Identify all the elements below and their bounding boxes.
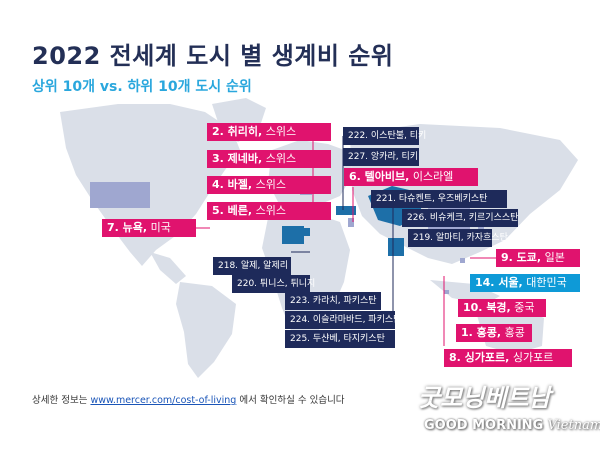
city-label-ankara: 227. 앙카라, 티키 xyxy=(343,148,419,166)
city-label-almaty: 219. 알마티, 카자흐스탄 xyxy=(408,229,508,247)
page-subtitle: 상위 10개 vs. 하위 10개 도시 순위 xyxy=(32,79,252,95)
city-label-zurich: 2. 취리히, 스위스 xyxy=(207,123,331,141)
city-country: 대한민국 xyxy=(522,276,567,289)
city-name: 1. 홍콩, xyxy=(461,326,502,339)
source-note: 상세한 정보는 www.mercer.com/cost-of-living 에서… xyxy=(32,392,345,406)
city-label-istanbul: 222. 이스탄불, 티키 xyxy=(343,127,426,145)
page-title: 2022 전세계 도시 별 생계비 순위 xyxy=(32,42,394,70)
city-name: 5. 베른, xyxy=(212,204,253,217)
algeria-highlight xyxy=(282,226,304,244)
city-name: 2. 취리히, xyxy=(212,125,263,138)
city-label-basel: 4. 바젤, 스위스 xyxy=(207,176,331,194)
city-label-bern: 5. 베른, 스위스 xyxy=(207,202,331,220)
south-america-landmass xyxy=(176,282,236,378)
watermark-brand-script: Vietnam xyxy=(543,418,600,433)
source-note-prefix: 상세한 정보는 xyxy=(32,395,91,406)
city-label-dushanbe: 225. 두샨베, 타지키스탄 xyxy=(285,330,395,348)
city-name: 3. 제네바, xyxy=(212,152,263,165)
city-label-singapore: 8. 싱가포르, 싱가포르 xyxy=(444,349,572,367)
city-name: 4. 바젤, xyxy=(212,178,253,191)
pakistan-highlight xyxy=(388,238,404,256)
city-name: 14. 서울, xyxy=(475,276,523,289)
city-label-bishkek: 226. 비슈케크, 키르기스스탄 xyxy=(402,209,518,227)
city-label-newyork: 7. 뉴욕, 미국 xyxy=(102,219,196,237)
city-country: 스위스 xyxy=(262,152,297,165)
city-label-hongkong: 1. 홍콩, 홍콩 xyxy=(456,324,532,342)
city-name: 7. 뉴욕, xyxy=(107,221,148,234)
city-label-tokyo: 9. 도쿄, 일본 xyxy=(496,249,580,267)
city-name: 9. 도쿄, xyxy=(501,251,542,264)
city-country: 스위스 xyxy=(262,125,297,138)
source-link[interactable]: www.mercer.com/cost-of-living xyxy=(90,395,237,406)
city-label-tashkent: 221. 타슈켄트, 우즈베키스탄 xyxy=(371,190,507,208)
city-country: 미국 xyxy=(147,221,171,234)
city-label-tunis: 220. 튀니스, 튀니지 xyxy=(232,275,315,293)
city-name: 8. 싱가포르, xyxy=(449,351,510,364)
city-label-beijing: 10. 북경, 중국 xyxy=(458,299,546,317)
city-label-telaviv: 6. 텔아비브, 이스라엘 xyxy=(344,168,478,186)
watermark-brand-text: GOOD MORNING xyxy=(424,418,544,433)
city-label-islamabad: 224. 이슬라마바드, 파키스탄 xyxy=(285,311,401,329)
tunisia-highlight xyxy=(304,228,310,236)
city-label-algiers: 218. 알제, 알제리 xyxy=(213,257,291,275)
city-country: 홍콩 xyxy=(501,326,525,339)
city-country: 일본 xyxy=(541,251,565,264)
central-america-landmass xyxy=(150,252,186,284)
turkey-highlight xyxy=(336,206,356,215)
watermark-script: 굿모닝베트남 xyxy=(418,383,551,412)
city-label-seoul: 14. 서울, 대한민국 xyxy=(470,274,580,292)
city-country: 이스라엘 xyxy=(409,170,454,183)
city-country: 스위스 xyxy=(252,204,286,217)
city-name: 6. 텔아비브, xyxy=(349,170,410,183)
city-country: 싱가포르 xyxy=(509,351,554,364)
hong-kong-highlight xyxy=(460,258,465,263)
usa-highlight xyxy=(90,182,150,208)
city-label-geneva: 3. 제네바, 스위스 xyxy=(207,150,331,168)
watermark-brand: GOOD MORNING Vietnam xyxy=(424,418,600,433)
city-label-karachi: 223. 카라치, 파키스탄 xyxy=(285,292,381,310)
israel-highlight xyxy=(348,218,354,227)
singapore-highlight xyxy=(444,290,449,294)
city-country: 중국 xyxy=(510,301,535,314)
city-name: 10. 북경, xyxy=(463,301,511,314)
southeast-asia-landmass xyxy=(430,280,500,304)
city-country: 스위스 xyxy=(252,178,286,191)
source-note-suffix: 에서 확인하실 수 있습니다 xyxy=(236,395,345,406)
